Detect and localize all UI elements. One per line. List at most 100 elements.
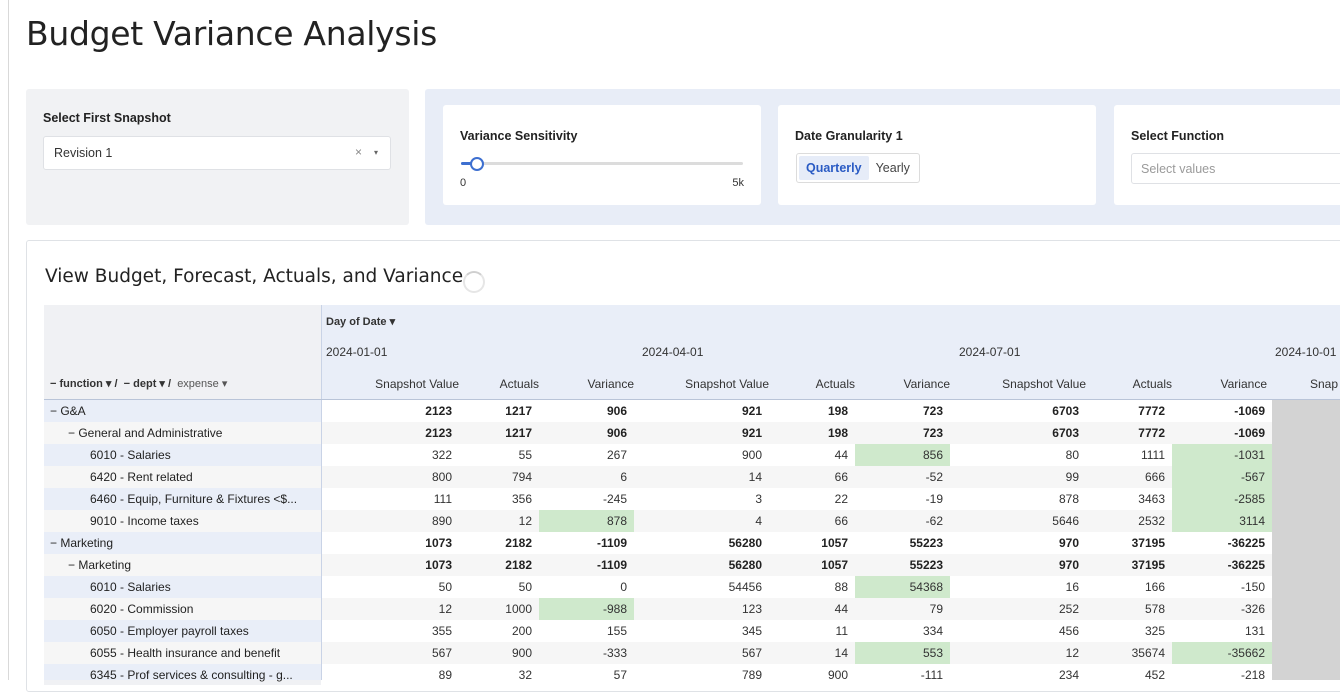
table-cell: -150: [1240, 580, 1265, 594]
table-cell: 55223: [909, 558, 943, 572]
table-cell: 723: [922, 426, 943, 440]
table-cell: -245: [602, 492, 627, 506]
granularity-label: Date Granularity 1: [795, 129, 903, 143]
table-row[interactable]: 6010 - Salaries 50 50 0 54456 88 54368 16 166 -15…: [44, 576, 1272, 598]
section-title: View Budget, Forecast, Actuals, and Vari…: [45, 266, 464, 287]
table-row[interactable]: 9010 - Income taxes 890 12 878 4 66 -62 5646 253…: [44, 510, 1272, 532]
column-header[interactable]: Variance: [587, 377, 634, 391]
table-cell: 356: [511, 492, 532, 506]
table-cell: 89: [438, 668, 452, 682]
table-cell: 198: [827, 426, 848, 440]
date-header: 2024-04-01: [642, 345, 704, 359]
table-cell: 54368: [855, 576, 950, 598]
filters-panel: Variance Sensitivity 0 5k Date Granulari…: [425, 89, 1340, 225]
table-cell: -1109: [596, 536, 627, 550]
table-row[interactable]: − Marketing 1073 2182 -1109 56280 1057 55223 97…: [44, 554, 1272, 576]
table-cell: -333: [602, 646, 627, 660]
chevron-down-icon[interactable]: ▾: [373, 148, 378, 157]
table-cell: 12: [518, 514, 532, 528]
table-cell: 16: [1065, 580, 1079, 594]
column-header[interactable]: Variance: [903, 377, 950, 391]
table-row[interactable]: 6050 - Employer payroll taxes 355 200 155 34…: [44, 620, 1272, 642]
table-cell: 900: [741, 448, 762, 462]
function-level-control[interactable]: − function ▾ /: [50, 378, 118, 390]
table-row[interactable]: − General and Administrative 2123 1217 906 9…: [44, 422, 1272, 444]
date-field-dropdown[interactable]: Day of Date ▾: [326, 316, 396, 328]
table-cell: 198: [827, 404, 848, 418]
table-cell: -36225: [1227, 558, 1265, 572]
row-label: 6420 - Rent related: [90, 470, 193, 484]
clear-icon[interactable]: ×: [354, 145, 362, 159]
table-row[interactable]: 6055 - Health insurance and benefit 567 90…: [44, 642, 1272, 664]
slider-thumb[interactable]: [470, 157, 485, 171]
table-row[interactable]: 6460 - Equip, Furniture & Fixtures <$...…: [44, 488, 1272, 510]
table-cell: 921: [741, 426, 762, 440]
date-header: 2024-07-01: [959, 345, 1021, 359]
loading-spinner-icon: [463, 271, 485, 293]
column-header[interactable]: Snapshot Value: [1002, 377, 1086, 391]
table-cell: 99: [1065, 470, 1079, 484]
column-header[interactable]: Snapshot Value: [375, 377, 459, 391]
table-row[interactable]: 6020 - Commission 12 1000 -988 123 44 79 252 578…: [44, 598, 1272, 620]
table-cell: 7772: [1138, 426, 1165, 440]
table-cell: 37195: [1131, 536, 1165, 550]
table-cell: -111: [920, 668, 943, 682]
slider-max-label: 5k: [732, 177, 744, 189]
column-header-background: [322, 305, 1340, 400]
table-cell: 355: [431, 624, 452, 638]
table-cell: -218: [1240, 668, 1265, 682]
snapshot-panel: Select First Snapshot Revision 1 × ▾: [26, 89, 409, 225]
page-title: Budget Variance Analysis: [26, 14, 437, 53]
table-row[interactable]: − G&A 2123 1217 906 921 198 723 6703 7772 -1069: [44, 400, 1272, 422]
table-cell: 166: [1144, 580, 1165, 594]
table-cell: 14: [748, 470, 762, 484]
table-cell: -988: [539, 598, 634, 620]
table-row[interactable]: 6420 - Rent related 800 794 6 14 66 -52 99 666 -5…: [44, 466, 1272, 488]
date-header: 2024-01-01: [326, 345, 388, 359]
table-cell: 80: [1065, 448, 1079, 462]
table-cell: 900: [827, 668, 848, 682]
table-row[interactable]: − Marketing 1073 2182 -1109 56280 1057 55223 97…: [44, 532, 1272, 554]
granularity-option-quarterly[interactable]: Quarterly: [799, 156, 869, 180]
expense-level-control[interactable]: expense ▾: [177, 378, 228, 390]
column-header[interactable]: Variance: [1220, 377, 1267, 391]
table-cell: 906: [606, 426, 627, 440]
granularity-option-yearly[interactable]: Yearly: [875, 161, 910, 175]
table-cell: 800: [431, 470, 452, 484]
table-row[interactable]: 6345 - Prof services & consulting - g...…: [44, 664, 1272, 686]
table-cell: 334: [922, 624, 943, 638]
dept-level-control[interactable]: − dept ▾ /: [123, 378, 172, 390]
snapshot-label: Select First Snapshot: [43, 111, 171, 125]
table-cell: -1069: [1234, 404, 1265, 418]
table-cell: -35662: [1172, 642, 1272, 664]
table-cell: 66: [834, 514, 848, 528]
column-header[interactable]: Actuals: [815, 377, 855, 391]
table-cell: 55223: [909, 536, 943, 550]
table-cell: 12: [1065, 646, 1079, 660]
column-header[interactable]: Snap: [1310, 377, 1339, 391]
table-row[interactable]: 6010 - Salaries 322 55 267 900 44 856 80 1111 -10…: [44, 444, 1272, 466]
sensitivity-card: Variance Sensitivity 0 5k: [443, 105, 761, 205]
function-card: Select Function Select values: [1114, 105, 1340, 205]
table-cell: 900: [511, 646, 532, 660]
left-border: [8, 0, 9, 680]
snapshot-select[interactable]: Revision 1 × ▾: [43, 136, 391, 170]
table-cell: 2182: [505, 536, 532, 550]
column-header[interactable]: Actuals: [499, 377, 539, 391]
column-header[interactable]: Snapshot Value: [685, 377, 769, 391]
table-cell: 6703: [1052, 404, 1079, 418]
granularity-toggle: Quarterly Yearly: [796, 153, 920, 183]
function-multiselect[interactable]: Select values: [1131, 153, 1340, 184]
row-label: 6010 - Salaries: [90, 580, 171, 594]
row-label: 6050 - Employer payroll taxes: [90, 624, 249, 638]
truncated-column: [1272, 400, 1340, 680]
table-cell: 666: [1144, 470, 1165, 484]
table-cell: 856: [855, 444, 950, 466]
table-cell: 2123: [425, 426, 452, 440]
pivot-row-header: − function ▾ / − dept ▾ / expense ▾: [50, 377, 227, 390]
table-cell: 7772: [1138, 404, 1165, 418]
column-header[interactable]: Actuals: [1132, 377, 1172, 391]
slider-fill: [461, 162, 476, 165]
sensitivity-slider[interactable]: [461, 157, 743, 171]
table-cell: 11: [835, 624, 848, 638]
